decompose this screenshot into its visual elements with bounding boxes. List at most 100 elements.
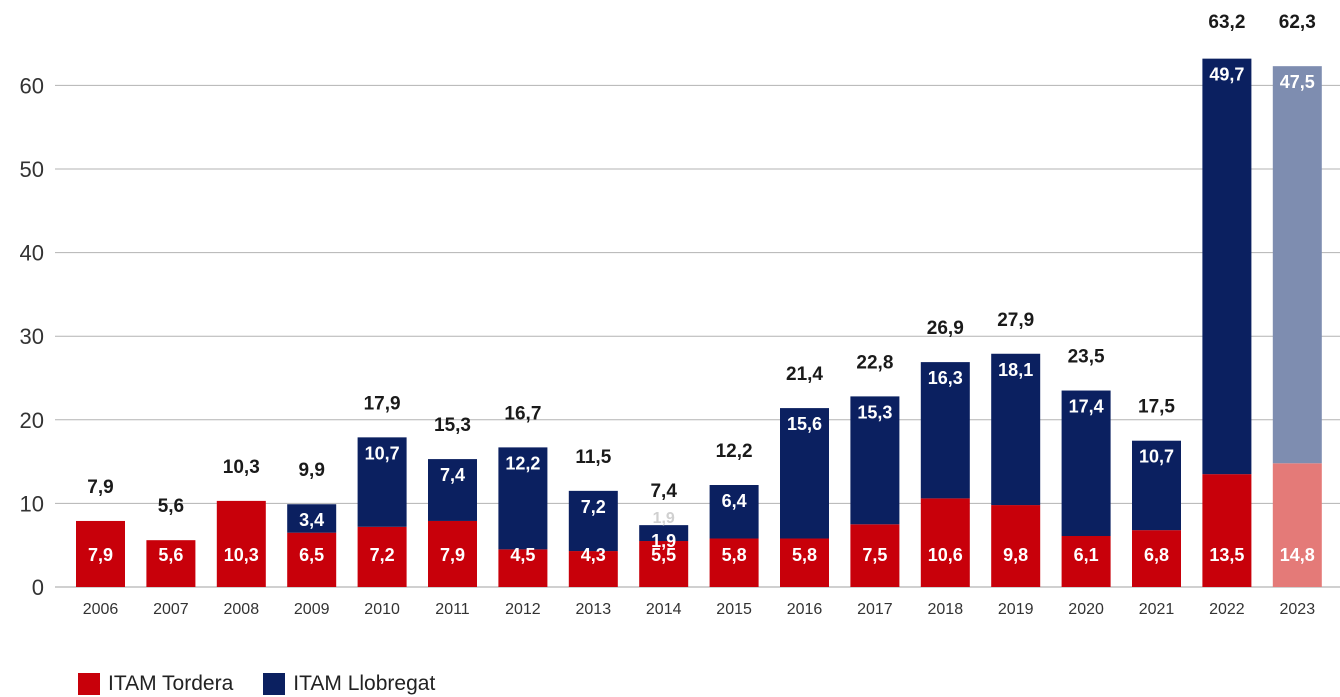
y-tick-label: 60 xyxy=(20,73,44,98)
x-axis-ticks: 2006 2007 2008 2009 2010 2011 2012 2013 2014 2015… xyxy=(83,601,1315,618)
data-label-tordera: 7,9 xyxy=(88,545,113,565)
bar-llobregat xyxy=(287,504,337,533)
bar-llobregat xyxy=(428,459,477,521)
data-label-llobregat: 7,2 xyxy=(581,497,606,517)
data-label-llobregat: 7,4 xyxy=(440,465,465,485)
total-label: 27,9 xyxy=(997,310,1034,331)
total-label: 17,5 xyxy=(1138,397,1175,418)
data-label-llobregat: 15,6 xyxy=(787,414,822,434)
x-tick-label: 2018 xyxy=(928,601,964,618)
total-label: 62,3 xyxy=(1279,12,1316,33)
total-label: 17,9 xyxy=(364,393,401,414)
bar-llobregat xyxy=(1272,66,1322,464)
total-label: 23,5 xyxy=(1068,347,1105,368)
total-label: 22,8 xyxy=(856,352,893,373)
total-label: 7,4 xyxy=(650,481,677,502)
bar-llobregat xyxy=(780,408,829,539)
bar-llobregat xyxy=(498,447,548,550)
data-label-tordera: 7,9 xyxy=(440,545,465,565)
data-label-tordera: 7,2 xyxy=(370,545,395,565)
y-tick-label: 10 xyxy=(20,491,44,516)
data-label-tordera: 13,5 xyxy=(1209,545,1244,565)
legend-label-tordera: ITAM Tordera xyxy=(108,672,234,695)
data-label-tordera: 5,5 xyxy=(651,545,676,565)
gridlines xyxy=(55,84,1340,588)
bar-llobregat xyxy=(991,353,1041,506)
data-label-llobregat: 47,5 xyxy=(1280,72,1315,92)
legend-swatch-llobregat xyxy=(263,673,286,695)
x-tick-label: 2017 xyxy=(857,601,893,618)
bar-llobregat xyxy=(568,490,618,552)
stacked-bar-chart: 0 10 20 30 40 50 60 7,9 7,9 5,6 5,6 10,3 10,3 3,4 6,5… xyxy=(20,12,1340,618)
data-label-llobregat: 6,4 xyxy=(722,491,747,511)
bar-tordera xyxy=(287,532,337,587)
x-tick-label: 2006 xyxy=(83,601,119,618)
bar-tordera xyxy=(1272,463,1322,587)
bar-tordera xyxy=(709,538,759,587)
x-tick-label: 2023 xyxy=(1280,601,1316,618)
x-tick-label: 2008 xyxy=(224,601,260,618)
data-label-llobregat: 12,2 xyxy=(505,453,540,473)
bar-tordera xyxy=(76,520,125,587)
x-tick-label: 2009 xyxy=(294,601,330,618)
legend-item-llobregat: ITAM Llobregat xyxy=(263,672,435,696)
data-label-tordera: 6,8 xyxy=(1144,545,1169,565)
data-label-llobregat: 10,7 xyxy=(365,443,400,463)
bar-tordera xyxy=(428,520,477,587)
data-label-tordera: 9,8 xyxy=(1003,545,1028,565)
data-label-tordera: 5,8 xyxy=(792,545,817,565)
x-tick-label: 2021 xyxy=(1139,601,1175,618)
data-label-tordera: 10,3 xyxy=(224,545,259,565)
x-tick-label: 2016 xyxy=(787,601,823,618)
bar-tordera xyxy=(1061,536,1111,587)
data-label-llobregat: 18,1 xyxy=(998,360,1033,380)
x-tick-label: 2007 xyxy=(153,601,189,618)
data-label-tordera: 10,6 xyxy=(928,545,963,565)
data-label-llobregat: 16,3 xyxy=(928,368,963,388)
data-label-llobregat: 3,4 xyxy=(299,510,324,530)
total-label: 26,9 xyxy=(927,318,964,339)
bar-tordera xyxy=(568,551,618,587)
bar-tordera xyxy=(780,538,829,587)
bar-tordera xyxy=(1202,474,1252,587)
total-label: 7,9 xyxy=(87,477,113,498)
data-label-llobregat: 1,9 xyxy=(651,531,676,551)
data-label-tordera: 6,1 xyxy=(1074,545,1099,565)
total-label: 16,7 xyxy=(504,403,541,424)
total-label: 11,5 xyxy=(575,447,611,468)
bar-tordera xyxy=(920,498,970,587)
y-tick-label: 30 xyxy=(20,324,44,349)
data-label-tordera: 4,5 xyxy=(510,545,535,565)
bar-llobregat xyxy=(920,362,970,499)
x-tick-label: 2015 xyxy=(716,601,752,618)
legend-swatch-tordera xyxy=(78,673,100,695)
bar-tordera xyxy=(216,500,266,587)
data-label-tordera: 5,8 xyxy=(722,545,747,565)
bar-llobregat xyxy=(1132,440,1181,531)
y-tick-label: 0 xyxy=(32,575,44,600)
bar-tordera xyxy=(991,505,1041,587)
total-label: 21,4 xyxy=(786,364,823,385)
data-label-llobregat: 49,7 xyxy=(1209,65,1244,85)
data-label-tordera: 4,3 xyxy=(581,545,606,565)
bar-tordera xyxy=(850,524,900,587)
bar-llobregat xyxy=(639,525,689,542)
total-label: 10,3 xyxy=(223,457,260,478)
y-axis-ticks: 0 10 20 30 40 50 60 xyxy=(20,73,44,600)
total-label: 63,2 xyxy=(1208,12,1245,33)
total-label: 15,3 xyxy=(434,415,471,436)
data-label-llobregat: 10,7 xyxy=(1139,447,1174,467)
legend-label-llobregat: ITAM Llobregat xyxy=(293,672,436,695)
bar-tordera xyxy=(357,526,407,587)
total-label: 12,2 xyxy=(716,441,753,462)
x-tick-label: 2012 xyxy=(505,601,541,618)
bar-llobregat xyxy=(1202,58,1252,475)
bar-tordera xyxy=(146,540,196,587)
y-tick-label: 40 xyxy=(20,241,44,266)
bar-llobregat xyxy=(850,396,900,525)
bar-llobregat xyxy=(1061,390,1111,537)
legend-item-tordera: ITAM Tordera xyxy=(78,672,233,696)
x-tick-label: 2019 xyxy=(998,601,1034,618)
bars xyxy=(76,58,1322,587)
data-labels: 7,9 7,9 5,6 5,6 10,3 10,3 3,4 6,5 9,9 10,7 7,2 17,9… xyxy=(87,12,1316,565)
